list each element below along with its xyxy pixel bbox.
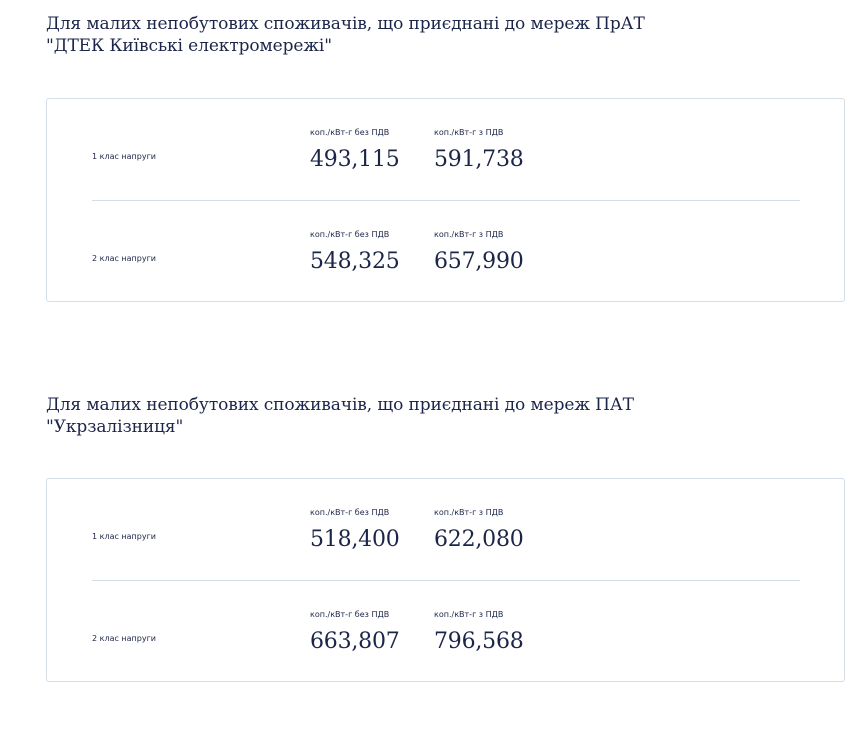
price-value: 796,568 (434, 629, 524, 654)
price-with-vat: коп./кВт-г з ПДВ 591,738 (434, 128, 524, 173)
voltage-class-label: 2 клас напруги (92, 254, 156, 263)
tariff-card-dtek: 1 клас напруги коп./кВт-г без ПДВ 493,11… (46, 98, 845, 302)
voltage-class-label: 1 клас напруги (92, 152, 156, 161)
price-value: 663,807 (310, 629, 400, 654)
price-caption: коп./кВт-г без ПДВ (310, 128, 390, 137)
price-caption: коп./кВт-г з ПДВ (434, 610, 504, 619)
price-with-vat: коп./кВт-г з ПДВ 796,568 (434, 610, 524, 655)
tariff-row: 1 клас напруги коп./кВт-г без ПДВ 493,11… (47, 99, 844, 201)
tariff-row: 1 клас напруги коп./кВт-г без ПДВ 518,40… (47, 479, 844, 581)
price-value: 657,990 (434, 249, 524, 274)
section-title-line1: Для малих непобутових споживачів, що при… (46, 14, 645, 34)
row-divider (92, 200, 800, 201)
section-title-uz: Для малих непобутових споживачів, що при… (46, 394, 646, 438)
section-title-line2: "ДТЕК Київські електромережі" (46, 36, 332, 56)
section-title-line1: Для малих непобутових споживачів, що при… (46, 395, 634, 415)
price-with-vat: коп./кВт-г з ПДВ 622,080 (434, 508, 524, 553)
price-with-vat: коп./кВт-г з ПДВ 657,990 (434, 230, 524, 275)
price-no-vat: коп./кВт-г без ПДВ 548,325 (310, 230, 400, 275)
section-title-dtek: Для малих непобутових споживачів, що при… (46, 13, 646, 57)
voltage-class-label: 2 клас напруги (92, 634, 156, 643)
price-value: 622,080 (434, 527, 524, 552)
price-caption: коп./кВт-г з ПДВ (434, 128, 504, 137)
price-value: 518,400 (310, 527, 400, 552)
price-no-vat: коп./кВт-г без ПДВ 493,115 (310, 128, 400, 173)
price-value: 591,738 (434, 147, 524, 172)
price-caption: коп./кВт-г без ПДВ (310, 508, 390, 517)
price-value: 493,115 (310, 147, 400, 172)
price-caption: коп./кВт-г з ПДВ (434, 230, 504, 239)
price-caption: коп./кВт-г без ПДВ (310, 230, 390, 239)
tariff-row: 2 клас напруги коп./кВт-г без ПДВ 548,32… (47, 201, 844, 303)
voltage-class-label: 1 клас напруги (92, 532, 156, 541)
price-caption: коп./кВт-г з ПДВ (434, 508, 504, 517)
price-caption: коп./кВт-г без ПДВ (310, 610, 390, 619)
tariff-card-uz: 1 клас напруги коп./кВт-г без ПДВ 518,40… (46, 478, 845, 682)
section-title-line2: "Укрзалізниця" (46, 417, 184, 437)
price-no-vat: коп./кВт-г без ПДВ 518,400 (310, 508, 400, 553)
price-no-vat: коп./кВт-г без ПДВ 663,807 (310, 610, 400, 655)
price-value: 548,325 (310, 249, 400, 274)
row-divider (92, 580, 800, 581)
tariff-row: 2 клас напруги коп./кВт-г без ПДВ 663,80… (47, 581, 844, 683)
